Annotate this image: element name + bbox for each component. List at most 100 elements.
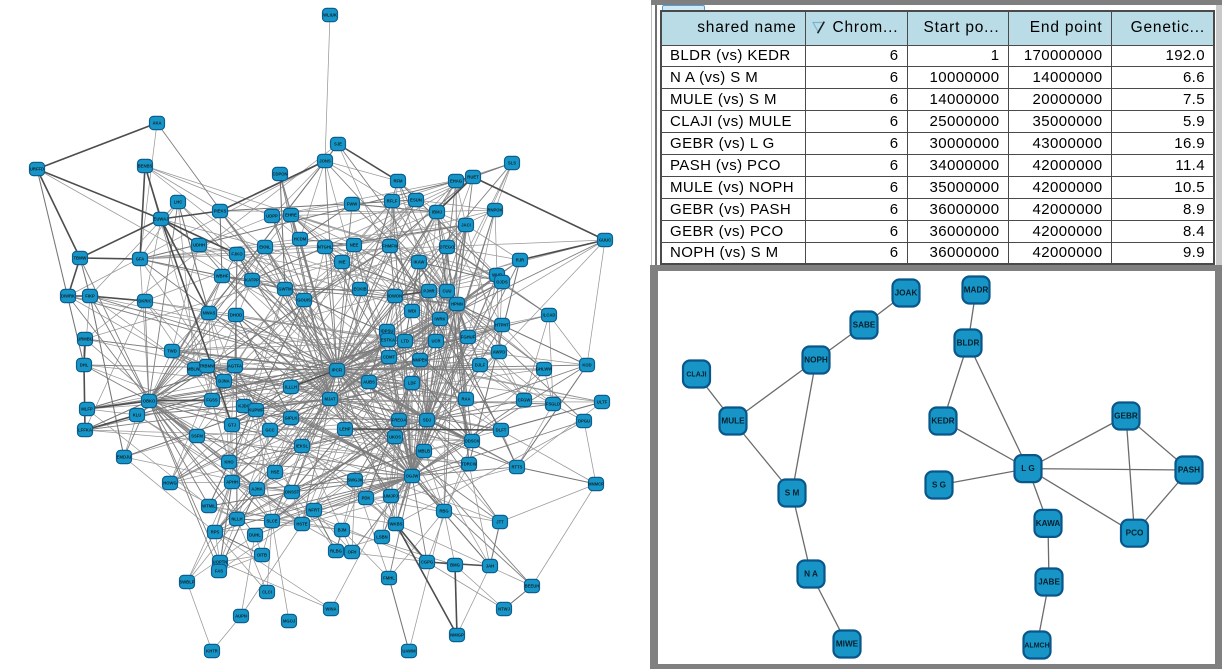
svg-text:OBKO: OBKO xyxy=(143,399,156,404)
svg-text:SLS: SLS xyxy=(508,161,516,166)
svg-text:SJE: SJE xyxy=(334,142,342,147)
svg-text:HCDM: HCDM xyxy=(294,237,307,242)
svg-text:IWRK: IWRK xyxy=(434,317,445,322)
svg-text:L G: L G xyxy=(1021,464,1035,473)
svg-text:PIEKS: PIEKS xyxy=(214,209,227,214)
svg-text:RFM: RFM xyxy=(393,179,403,184)
svg-text:LSBN: LSBN xyxy=(376,535,387,540)
svg-text:DHL: DHL xyxy=(80,363,89,368)
svg-text:OGJW: OGJW xyxy=(406,474,419,479)
svg-text:WTMIL: WTMIL xyxy=(202,504,216,509)
svg-text:WINA: WINA xyxy=(325,607,336,612)
svg-text:ESTKA: ESTKA xyxy=(381,338,395,343)
svg-text:HOWG: HOWG xyxy=(163,481,177,486)
svg-text:CLCI: CLCI xyxy=(262,590,272,595)
svg-text:DTEGO: DTEGO xyxy=(440,245,456,250)
svg-text:GUUC: GUUC xyxy=(599,238,611,243)
svg-text:DPGU: DPGU xyxy=(578,419,590,424)
svg-text:FAS: FAS xyxy=(215,569,223,574)
svg-text:HTPHT: HTPHT xyxy=(495,323,509,328)
svg-text:BEEUH: BEEUH xyxy=(525,584,540,589)
svg-text:FGSS: FGSS xyxy=(206,398,218,403)
svg-text:EHAG: EHAG xyxy=(450,179,462,184)
svg-text:GCC: GCC xyxy=(265,428,274,433)
svg-text:N A: N A xyxy=(804,569,818,578)
svg-text:FGHUF: FGHUF xyxy=(461,335,476,340)
svg-text:KHO: KHO xyxy=(224,460,234,465)
svg-text:TBMW: TBMW xyxy=(73,256,86,261)
svg-text:GIPLK: GIPLK xyxy=(285,416,298,421)
svg-text:KAWA: KAWA xyxy=(1036,519,1061,528)
svg-text:OITB: OITB xyxy=(257,553,267,558)
svg-text:UAWM: UAWM xyxy=(402,649,416,654)
svg-text:SWBLP: SWBLP xyxy=(179,580,194,585)
svg-text:LDF: LDF xyxy=(408,381,417,386)
svg-text:MBLB: MBLB xyxy=(418,449,430,454)
svg-text:S G: S G xyxy=(932,480,946,489)
svg-text:IDPSU: IDPSU xyxy=(381,329,394,334)
svg-text:IKAW: IKAW xyxy=(414,260,425,265)
svg-text:PDK: PDK xyxy=(362,496,371,501)
svg-text:ONSST: ONSST xyxy=(285,490,300,495)
svg-text:MADR: MADR xyxy=(964,285,989,294)
svg-text:KJDC: KJDC xyxy=(238,404,249,409)
svg-text:RJR: RJR xyxy=(516,258,524,263)
svg-text:DHOD: DHOD xyxy=(230,313,242,318)
svg-text:KHTR: KHTR xyxy=(206,649,218,654)
svg-text:URFFD: URFFD xyxy=(30,167,44,172)
svg-text:ALMCH: ALMCH xyxy=(1024,642,1049,649)
svg-text:LTD: LTD xyxy=(401,339,409,344)
svg-text:IDWON: IDWON xyxy=(388,294,402,299)
svg-text:JABE: JABE xyxy=(1038,577,1060,586)
svg-text:NWAS: NWAS xyxy=(203,311,216,316)
svg-text:WLIUK: WLIUK xyxy=(323,13,337,18)
svg-text:TRBMW: TRBMW xyxy=(199,364,215,369)
svg-text:BLDR: BLDR xyxy=(957,338,980,347)
svg-text:MIWE: MIWE xyxy=(836,639,859,648)
svg-text:KATPP: KATPP xyxy=(245,278,259,283)
svg-text:SDJ: SDJ xyxy=(423,418,432,423)
svg-text:S M: S M xyxy=(785,488,800,497)
svg-text:WKBS: WKBS xyxy=(390,522,403,527)
svg-text:HIE: HIE xyxy=(339,260,346,265)
svg-text:LEHP: LEHP xyxy=(339,427,350,432)
svg-text:GFA: GFA xyxy=(136,257,145,262)
svg-text:SABE: SABE xyxy=(853,320,876,329)
svg-text:AKA: AKA xyxy=(152,121,161,126)
svg-text:FSGLD: FSGLD xyxy=(546,402,560,407)
svg-text:BENBS: BENBS xyxy=(138,164,153,169)
svg-text:IEKSL: IEKSL xyxy=(296,444,309,449)
svg-text:AUBS: AUBS xyxy=(363,380,375,385)
svg-text:AGTFA: AGTFA xyxy=(228,364,242,369)
svg-text:URMBU: URMBU xyxy=(77,337,93,342)
svg-text:PCO: PCO xyxy=(1126,529,1144,538)
svg-text:WBHF: WBHF xyxy=(216,274,229,279)
svg-text:GTJ: GTJ xyxy=(228,423,237,428)
svg-text:JACI: JACI xyxy=(461,223,471,228)
svg-text:FHMFW: FHMFW xyxy=(382,244,398,249)
svg-text:UOPTN: UOPTN xyxy=(213,560,228,565)
svg-text:APHH: APHH xyxy=(226,480,238,485)
svg-text:RUET: RUET xyxy=(467,175,479,180)
svg-text:FJKO: FJKO xyxy=(231,252,243,257)
svg-text:UDHH: UDHH xyxy=(193,243,205,248)
svg-text:FREOA: FREOA xyxy=(392,418,407,423)
svg-text:GWTM: GWTM xyxy=(278,287,292,292)
svg-text:NTWJ: NTWJ xyxy=(498,607,511,612)
svg-text:NEE: NEE xyxy=(350,243,359,248)
svg-text:EKNL: EKNL xyxy=(259,245,271,250)
svg-text:CFGW: CFGW xyxy=(518,398,531,403)
svg-text:PJHR: PJHR xyxy=(423,289,434,294)
svg-text:RBG: RBG xyxy=(439,509,448,514)
svg-text:MJAT: MJAT xyxy=(324,397,336,402)
svg-text:DJNA: DJNA xyxy=(218,379,229,384)
svg-text:IPCFI: IPCFI xyxy=(332,368,343,373)
svg-text:NMIGP: NMIGP xyxy=(450,633,464,638)
svg-text:CLAJI: CLAJI xyxy=(686,371,706,378)
svg-text:AUPN: AUPN xyxy=(235,614,247,619)
svg-text:MGOJ: MGOJ xyxy=(283,619,296,624)
svg-text:UDPP: UDPP xyxy=(266,214,278,219)
svg-text:LFFKA: LFFKA xyxy=(78,428,92,433)
svg-text:WDI: WDI xyxy=(408,309,416,314)
svg-text:UKOS: UKOS xyxy=(389,435,401,440)
